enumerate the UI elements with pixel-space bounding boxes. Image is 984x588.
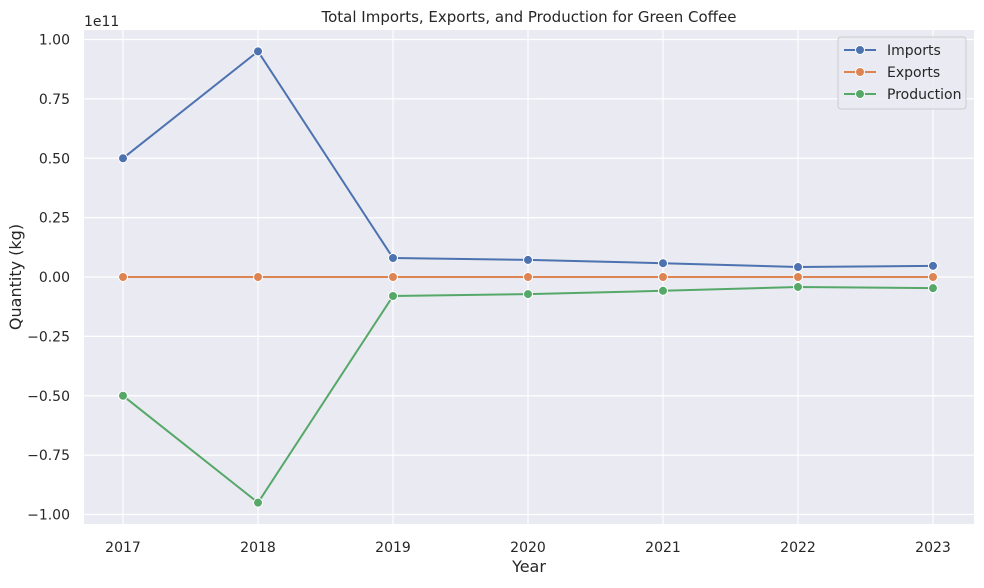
imports-point [928, 260, 938, 271]
production-point [523, 289, 533, 300]
production-point [118, 390, 128, 401]
y-tick-label: 0.00 [39, 270, 70, 286]
x-tick-label: 2019 [375, 540, 411, 556]
y-tick-label: 1.00 [39, 33, 70, 49]
x-tick-label: 2021 [645, 540, 681, 556]
x-tick-label: 2022 [780, 540, 816, 556]
production-point [388, 291, 398, 301]
y-tick-label: −0.25 [27, 329, 70, 345]
production-legend-marker [855, 89, 865, 99]
x-tick-labels: 2017 2018 2019 2020 2021 2022 2023 [105, 540, 951, 556]
y-tick-label: −0.50 [27, 389, 70, 405]
y-tick-label: 0.25 [39, 211, 70, 227]
x-axis-label: Year [511, 557, 546, 576]
y-axis-label: Quantity (kg) [6, 224, 25, 330]
production-point [793, 281, 803, 292]
exports-point [793, 272, 803, 282]
production-point [928, 283, 938, 294]
y-tick-labels: 1.00 0.75 0.50 0.25 0.00 −0.25 −0.50 −0.75 −1.00 [27, 33, 70, 524]
series-layer [118, 46, 938, 508]
imports-point [793, 262, 803, 273]
exports-point [118, 272, 128, 282]
imports-point [118, 153, 128, 164]
imports-point [523, 254, 533, 265]
legend-box [837, 36, 967, 110]
exports-point [658, 272, 668, 282]
x-tick-label: 2020 [510, 540, 546, 556]
imports-point [388, 253, 398, 263]
imports-legend-marker [855, 45, 865, 55]
chart-title: Total Imports, Exports, and Production f… [321, 8, 737, 26]
y-offset-label: 1e11 [84, 14, 119, 30]
y-tick-label: 0.75 [39, 92, 70, 108]
legend: Imports Exports Production [837, 36, 967, 110]
exports-legend-marker [855, 67, 865, 77]
y-tick-label: 0.50 [39, 151, 70, 167]
imports-legend-label: Imports [887, 43, 941, 59]
exports-point [253, 272, 263, 282]
production-legend-label: Production [887, 87, 961, 103]
y-tick-label: −1.00 [27, 508, 70, 524]
production-point [253, 497, 263, 508]
imports-point [658, 258, 668, 269]
imports-point [253, 46, 263, 57]
exports-point [523, 272, 533, 282]
x-tick-label: 2018 [240, 540, 276, 556]
x-tick-label: 2017 [105, 540, 141, 556]
exports-legend-label: Exports [887, 65, 940, 81]
exports-point [388, 272, 398, 282]
x-tick-label: 2023 [915, 540, 951, 556]
production-point [658, 285, 668, 296]
y-tick-label: −0.75 [27, 448, 70, 464]
exports-point [928, 272, 938, 282]
